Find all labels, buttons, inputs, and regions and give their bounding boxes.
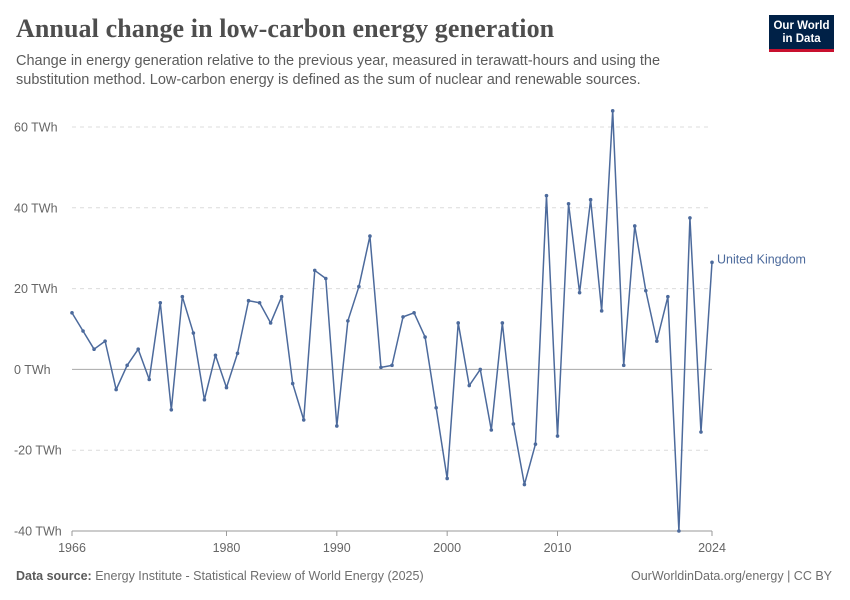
data-point: [114, 387, 118, 392]
data-point: [500, 321, 505, 325]
data-point: [467, 383, 472, 388]
data-point: [533, 442, 538, 446]
data-point: [588, 197, 593, 202]
data-point: [70, 311, 74, 315]
data-point: [379, 365, 383, 370]
data-point: [257, 300, 262, 305]
x-tick-label: 2010: [544, 541, 572, 555]
data-point: [610, 109, 615, 113]
data-point: [125, 363, 129, 368]
series-line: [71, 110, 713, 532]
series-label: United Kingdom: [717, 252, 806, 266]
data-point: [489, 428, 494, 432]
data-point: [136, 347, 141, 352]
x-tick-label: 1990: [323, 541, 351, 555]
data-point: [412, 311, 416, 315]
data-point: [445, 476, 449, 481]
x-tick-label: 2000: [433, 541, 461, 555]
data-point: [511, 422, 516, 426]
data-point: [666, 294, 670, 299]
data-point: [81, 329, 85, 333]
logo-line-2: in Data: [782, 33, 821, 45]
data-point: [224, 385, 229, 390]
data-source-label: Data source:: [16, 569, 92, 583]
data-point: [301, 418, 306, 422]
data-point: [246, 298, 251, 303]
data-point: [434, 405, 438, 410]
data-point: [346, 319, 350, 323]
x-tick-label: 1966: [58, 541, 86, 555]
data-point: [555, 434, 560, 438]
data-point: [235, 351, 240, 356]
data-point: [423, 335, 427, 339]
data-point: [312, 268, 317, 273]
data-point: [357, 284, 361, 289]
data-point: [710, 260, 714, 265]
y-tick-label: 20 TWh: [14, 282, 58, 296]
data-point: [655, 339, 659, 343]
y-tick-label: 0 TWh: [14, 363, 51, 377]
data-point: [544, 193, 549, 198]
data-point: [147, 377, 152, 382]
data-point: [566, 201, 571, 206]
y-tick-label: 60 TWh: [14, 121, 58, 135]
data-point: [191, 331, 196, 335]
data-source: Data source: Energy Institute - Statisti…: [16, 569, 424, 583]
data-point: [390, 363, 394, 368]
data-point: [456, 321, 461, 325]
data-source-text[interactable]: Energy Institute - Statistical Review of…: [95, 569, 424, 583]
x-tick-label: 1980: [213, 541, 241, 555]
data-point: [632, 224, 637, 228]
data-point: [368, 234, 372, 238]
data-point: [92, 347, 96, 352]
data-point: [202, 397, 207, 402]
data-point: [180, 294, 185, 299]
data-point: [323, 276, 328, 281]
owid-logo[interactable]: Our World in Data: [769, 15, 834, 52]
data-point: [268, 321, 273, 325]
data-point: [213, 353, 218, 358]
y-tick-label: 40 TWh: [14, 201, 58, 215]
data-point: [577, 290, 582, 295]
data-point: [335, 424, 339, 428]
x-tick-label: 2024: [698, 541, 726, 555]
data-point: [599, 309, 604, 313]
data-point: [677, 529, 681, 533]
data-point: [158, 300, 163, 305]
data-point: [401, 315, 405, 319]
data-point: [522, 482, 527, 487]
data-point: [169, 408, 174, 412]
logo-line-1: Our World: [773, 20, 830, 32]
data-point: [688, 216, 692, 220]
data-point: [643, 288, 648, 293]
data-point: [699, 430, 703, 434]
data-point: [621, 363, 626, 368]
y-tick-label: -40 TWh: [14, 525, 62, 539]
data-point: [478, 367, 483, 372]
chart-subtitle: Change in energy generation relative to …: [16, 53, 661, 88]
data-point: [279, 294, 284, 299]
y-tick-label: -20 TWh: [14, 444, 62, 458]
credit-link[interactable]: OurWorldinData.org/energy | CC BY: [630, 569, 832, 583]
chart-title: Annual change in low-carbon energy gener…: [16, 14, 555, 43]
data-point: [103, 339, 107, 343]
data-point: [290, 381, 295, 386]
